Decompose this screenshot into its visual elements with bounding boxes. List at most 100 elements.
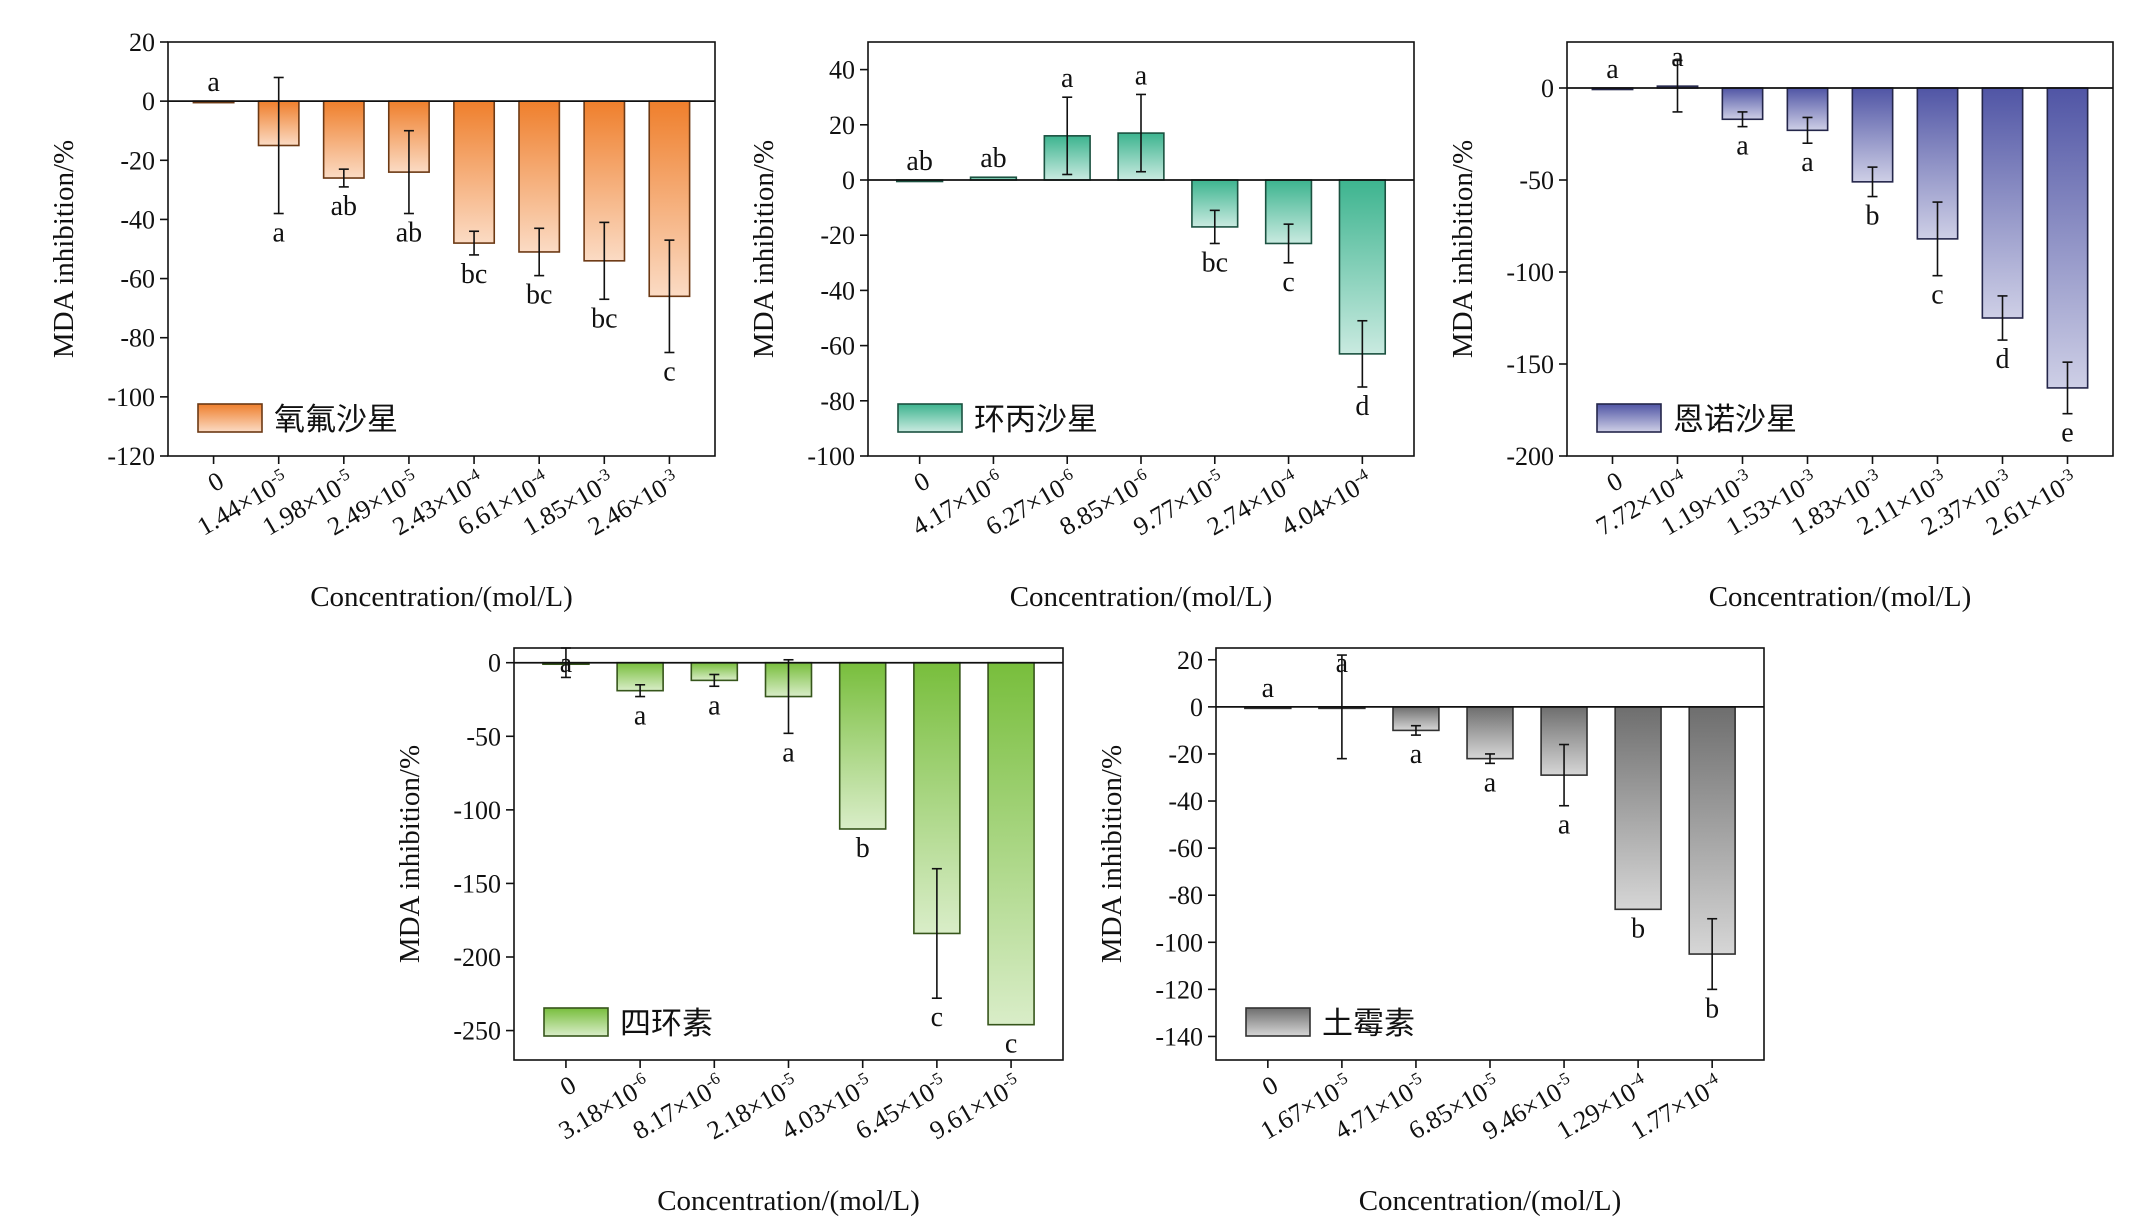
bar (1614, 706, 1662, 911)
significance-label: a (782, 737, 795, 768)
y-tick-label: -150 (453, 869, 501, 898)
legend-swatch (1596, 403, 1662, 433)
significance-label: b (1866, 201, 1880, 232)
y-tick-label: -80 (1168, 881, 1203, 910)
significance-label: b (1631, 913, 1645, 944)
significance-label: a (1061, 63, 1074, 94)
significance-label: c (1005, 1029, 1017, 1060)
y-tick-label: -60 (820, 332, 855, 361)
bar (1466, 706, 1514, 760)
y-tick-label: -200 (453, 943, 501, 972)
x-axis-title: Concentration/(mol/L) (657, 1185, 920, 1217)
plot-frame (1566, 41, 2114, 457)
significance-label: a (1484, 767, 1497, 798)
y-tick-label: 40 (829, 56, 855, 85)
significance-label: a (1135, 60, 1148, 91)
significance-label: b (856, 833, 870, 864)
legend-label: 氧氟沙星 (274, 402, 398, 438)
bar (2046, 87, 2089, 389)
bar (322, 100, 365, 179)
legend-swatch (197, 403, 263, 433)
chart-panel-5: 200-20-40-60-80-100-120-140a0a1.67×10-5a… (1096, 646, 1765, 1217)
y-tick-label: -40 (1168, 787, 1203, 816)
y-tick-label: -100 (1506, 258, 1554, 287)
bar (453, 100, 496, 244)
y-tick-label: -100 (107, 383, 155, 412)
significance-label: a (207, 67, 220, 98)
legend-label: 四环素 (620, 1006, 713, 1042)
chart-panel-4: 0-50-100-150-200-250a0a3.18×10-6a8.17×10… (394, 647, 1064, 1217)
significance-label: bc (1202, 247, 1228, 278)
y-tick-label: -20 (120, 146, 155, 175)
significance-label: c (931, 1002, 943, 1033)
y-tick-label: 20 (1177, 646, 1203, 675)
significance-label: a (1671, 42, 1684, 73)
x-axis-title: Concentration/(mol/L) (1709, 581, 1972, 613)
y-tick-label: 20 (129, 28, 155, 57)
y-tick-label: -60 (1168, 834, 1203, 863)
plot-frame (167, 41, 716, 457)
y-tick-label: -60 (120, 265, 155, 294)
y-tick-label: -140 (1155, 1022, 1203, 1051)
y-tick-label: -20 (1168, 740, 1203, 769)
significance-label: a (1410, 739, 1423, 770)
x-tick-label: 0 (1257, 1070, 1283, 1102)
significance-label: b (1705, 993, 1719, 1024)
chart-panel-2: 40200-20-40-60-80-100ab0ab4.17×10-6a6.27… (748, 41, 1415, 613)
legend-label: 土霉素 (1322, 1006, 1415, 1042)
y-tick-label: 20 (829, 111, 855, 140)
y-tick-label: -20 (820, 221, 855, 250)
y-tick-label: -100 (453, 796, 501, 825)
significance-label: c (1282, 267, 1294, 298)
significance-label: ab (906, 146, 932, 177)
y-axis-title: MDA inhibition/% (1447, 140, 1479, 358)
x-tick-label: 0 (555, 1070, 581, 1102)
y-tick-label: -250 (453, 1017, 501, 1046)
y-tick-label: 0 (1190, 693, 1203, 722)
legend-swatch (897, 403, 963, 433)
x-tick-label: 0 (203, 466, 229, 498)
y-axis-title: MDA inhibition/% (748, 140, 780, 358)
bar (838, 661, 887, 830)
y-tick-label: -200 (1506, 442, 1554, 471)
significance-label: d (1355, 391, 1369, 422)
y-tick-label: -80 (120, 324, 155, 353)
y-tick-label: -120 (1155, 975, 1203, 1004)
significance-label: a (708, 690, 721, 721)
y-tick-label: 0 (1541, 74, 1554, 103)
bar (987, 661, 1035, 1026)
y-tick-label: -150 (1506, 350, 1554, 379)
significance-label: a (1736, 131, 1749, 162)
significance-label: a (272, 218, 285, 249)
y-tick-label: 0 (488, 649, 501, 678)
chart-panel-3: 0-50-100-150-200a0a7.72×10-4a1.19×10-3a1… (1447, 41, 2114, 613)
significance-label: a (1558, 810, 1571, 841)
y-axis-title: MDA inhibition/% (1096, 745, 1128, 963)
y-tick-label: -40 (820, 276, 855, 305)
y-tick-label: -40 (120, 205, 155, 234)
significance-label: ab (396, 218, 422, 249)
y-tick-label: -100 (807, 442, 855, 471)
legend-label: 恩诺沙星 (1673, 402, 1797, 438)
legend-label: 环丙沙星 (974, 402, 1098, 438)
y-tick-label: -50 (466, 722, 501, 751)
significance-label: bc (461, 259, 487, 290)
y-axis-title: MDA inhibition/% (394, 745, 426, 963)
y-tick-label: -50 (1519, 166, 1554, 195)
significance-label: bc (591, 303, 617, 334)
significance-label: a (1262, 673, 1275, 704)
y-tick-label: -120 (107, 442, 155, 471)
y-tick-label: -100 (1155, 928, 1203, 957)
x-axis-title: Concentration/(mol/L) (1010, 581, 1273, 613)
y-tick-label: 0 (142, 87, 155, 116)
significance-label: bc (526, 280, 552, 311)
y-tick-label: 0 (842, 166, 855, 195)
significance-label: a (1336, 648, 1349, 679)
significance-label: a (1801, 147, 1814, 178)
significance-label: e (2061, 418, 2073, 449)
legend-swatch (1245, 1007, 1311, 1037)
y-axis-title: MDA inhibition/% (48, 140, 80, 358)
bar (518, 100, 561, 253)
x-tick-label: 0 (909, 466, 935, 498)
